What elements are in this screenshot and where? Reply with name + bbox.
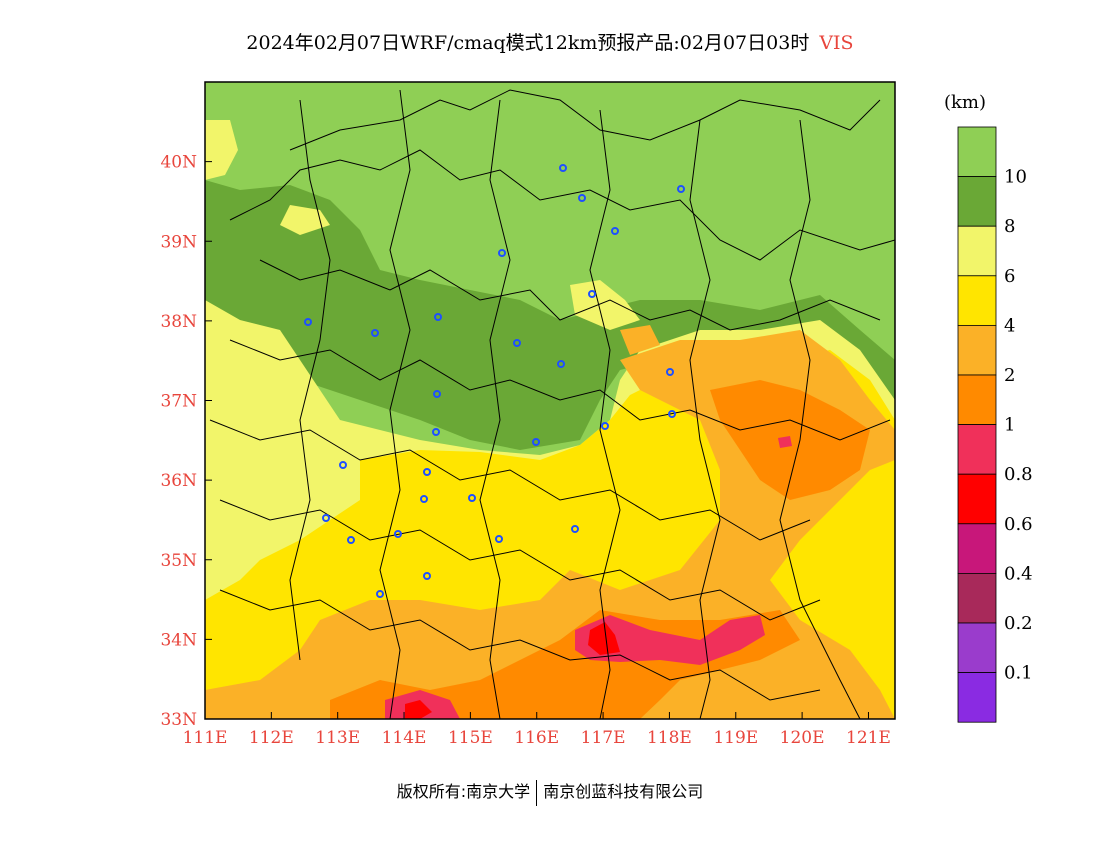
city-marker <box>498 249 506 257</box>
colorbar-segment <box>957 523 997 574</box>
city-marker <box>611 227 619 235</box>
longitude-axis: 111E 112E 113E 114E 115E 116E 117E 118E 119E 120E… <box>183 712 891 748</box>
latitude-axis: 40N 39N 38N 37N 36N 35N 34N 33N <box>160 153 212 730</box>
lat-tick-label: 38N <box>160 312 197 332</box>
colorbar-label: 6 <box>1004 266 1015 287</box>
lat-tick-label: 35N <box>160 551 197 571</box>
lon-tick-label: 113E <box>315 728 360 748</box>
vis-region-6-8 <box>205 120 238 180</box>
lon-tick-label: 111E <box>183 728 228 748</box>
boundary-lines <box>209 89 895 719</box>
colorbar-segment <box>957 275 997 326</box>
city-marker <box>376 590 384 598</box>
colorbar-label: 10 <box>1004 167 1027 188</box>
vis-region-6-8 <box>570 280 640 330</box>
copyright-right: 南京创蓝科技有限公司 <box>543 782 704 801</box>
city-marker <box>433 390 441 398</box>
colorbar-label: 2 <box>1004 365 1015 386</box>
colorbar-segment <box>957 176 997 227</box>
colorbar-segment <box>957 424 997 475</box>
vis-region-8-10 <box>205 180 895 450</box>
visibility-field <box>205 82 895 719</box>
city-marker <box>423 572 431 580</box>
city-marker <box>339 461 347 469</box>
colorbar-segment <box>957 126 997 177</box>
vis-region-06-08 <box>405 700 432 719</box>
lat-tick-label: 39N <box>160 232 197 252</box>
colorbar-segment <box>957 622 997 673</box>
copyright-footer: 版权所有:南京大学 南京创蓝科技有限公司 <box>0 778 1100 806</box>
lat-tick-label: 33N <box>160 710 197 730</box>
city-marker <box>322 514 330 522</box>
city-markers <box>304 164 685 598</box>
city-marker <box>304 318 312 326</box>
vis-region-2-4 <box>620 325 660 355</box>
lon-tick-label: 119E <box>713 728 758 748</box>
colorbar-label: 0.2 <box>1004 613 1033 634</box>
city-marker <box>347 536 355 544</box>
lon-tick-label: 118E <box>647 728 692 748</box>
lon-tick-label: 115E <box>448 728 493 748</box>
colorbar-segment <box>957 324 997 376</box>
city-marker <box>371 329 379 337</box>
lon-tick-label: 114E <box>382 728 427 748</box>
city-marker <box>423 468 431 476</box>
colorbar-segment <box>957 672 997 723</box>
lat-tick-label: 40N <box>160 153 197 173</box>
lon-tick-label: 121E <box>846 728 891 748</box>
title-text: 2024年02月07日WRF/cmaq模式12km预报产品:02月07日03时 <box>246 32 810 54</box>
city-marker <box>394 530 402 538</box>
footer-separator <box>536 779 538 806</box>
lon-tick-label: 117E <box>581 728 626 748</box>
colorbar-label: 0.1 <box>1004 663 1033 684</box>
city-marker <box>666 368 674 376</box>
colorbar-segment <box>957 225 997 277</box>
lat-tick-label: 36N <box>160 471 197 491</box>
city-marker <box>668 410 676 418</box>
colorbar-segment <box>957 573 997 624</box>
city-marker <box>571 525 579 533</box>
city-marker <box>588 290 596 298</box>
lon-tick-label: 120E <box>780 728 825 748</box>
colorbar-label: 4 <box>1004 315 1015 336</box>
vis-region-06-08 <box>588 622 620 655</box>
lat-tick-label: 34N <box>160 630 197 650</box>
lat-tick-label: 37N <box>160 392 197 412</box>
vis-region-08-1 <box>575 615 765 665</box>
city-marker <box>532 438 540 446</box>
lon-tick-label: 112E <box>249 728 294 748</box>
colorbar-segment <box>957 374 997 425</box>
vis-region-08-1 <box>778 436 792 448</box>
city-marker <box>557 360 565 368</box>
vis-region-6-8 <box>280 205 330 235</box>
city-marker <box>578 194 586 202</box>
city-marker <box>468 494 476 502</box>
city-marker <box>677 185 685 193</box>
colorbar-label: 0.4 <box>1004 563 1033 584</box>
colorbar-segment <box>957 473 997 525</box>
lon-tick-label: 116E <box>514 728 559 748</box>
chart-title: 2024年02月07日WRF/cmaq模式12km预报产品:02月07日03时 V… <box>0 28 1100 55</box>
colorbar-unit: (km) <box>944 92 986 113</box>
city-marker <box>432 428 440 436</box>
colorbar: 10 8 6 4 2 1 0.8 0.6 0.4 0.2 0.1 <box>957 126 1033 723</box>
variable-name: VIS <box>819 32 854 54</box>
colorbar-label: 0.6 <box>1004 514 1033 535</box>
city-marker <box>601 422 609 430</box>
city-marker <box>434 313 442 321</box>
city-marker <box>420 495 428 503</box>
colorbar-label: 0.8 <box>1004 464 1033 485</box>
colorbar-label: 1 <box>1004 415 1015 436</box>
city-marker <box>559 164 567 172</box>
city-marker <box>513 339 521 347</box>
colorbar-label: 8 <box>1004 216 1015 237</box>
city-marker <box>495 535 503 543</box>
copyright-left: 版权所有:南京大学 <box>396 782 531 801</box>
